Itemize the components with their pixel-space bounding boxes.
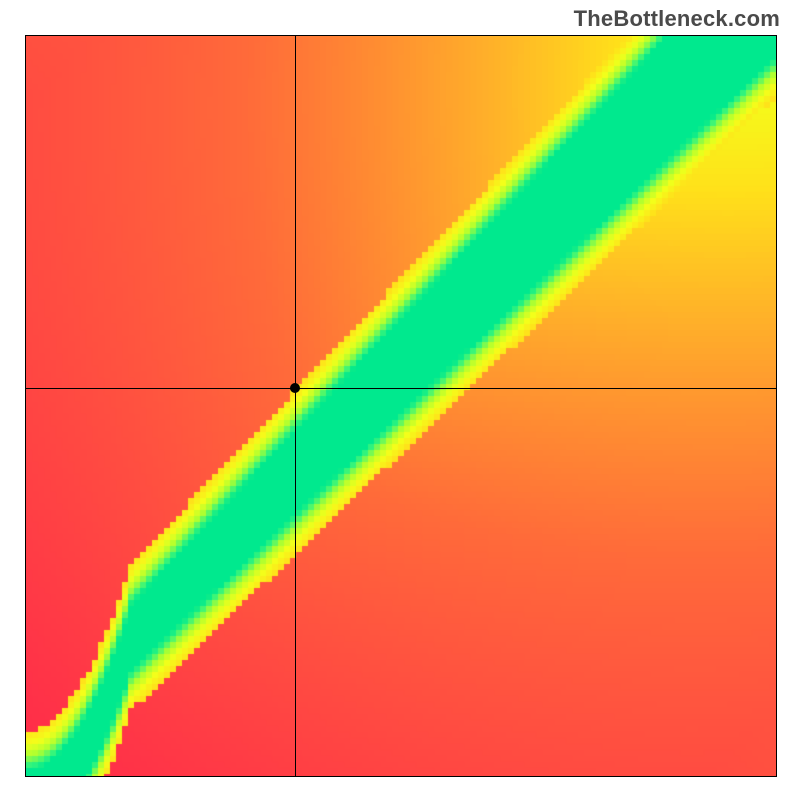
crosshair-vertical [295,36,296,776]
chart-container: TheBottleneck.com [0,0,800,800]
crosshair-horizontal [26,388,776,389]
watermark-text: TheBottleneck.com [574,6,780,32]
heatmap-canvas [26,36,776,776]
crosshair-marker [290,383,300,393]
plot-area [25,35,777,777]
